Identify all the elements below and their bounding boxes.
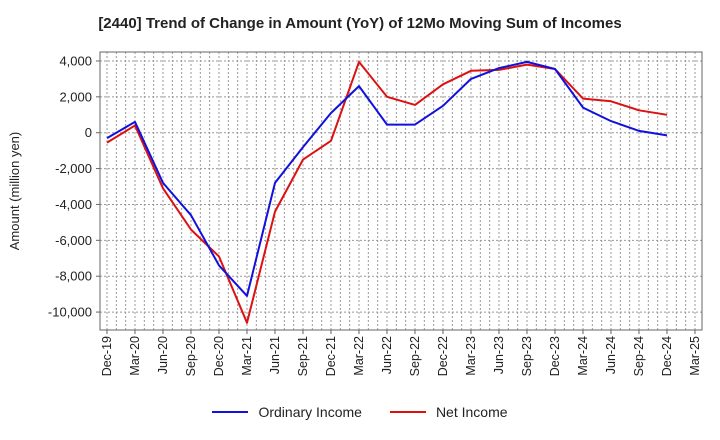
legend-label-net-income: Net Income bbox=[435, 404, 508, 420]
x-tick-label: Jun-23 bbox=[492, 336, 506, 374]
y-tick-label: -8,000 bbox=[55, 269, 92, 284]
legend-item-ordinary-income: Ordinary Income bbox=[212, 404, 362, 420]
y-tick-label: 0 bbox=[85, 125, 92, 140]
x-tick-label: Jun-21 bbox=[268, 336, 282, 374]
x-tick-label: Jun-22 bbox=[380, 336, 394, 374]
y-axis: 4,000 2,000 0 -2,000 -4,000 -6,000 -8,000 -10,0… bbox=[48, 53, 100, 320]
x-tick-label: Mar-20 bbox=[128, 336, 142, 376]
y-tick-label: -6,000 bbox=[55, 233, 92, 248]
y-tick-label: -2,000 bbox=[55, 161, 92, 176]
y-tick-label: 2,000 bbox=[59, 89, 92, 104]
x-tick-label: Sep-22 bbox=[408, 336, 422, 376]
x-tick-label: Jun-24 bbox=[604, 336, 618, 374]
legend-swatch-net-income bbox=[389, 411, 426, 413]
grid bbox=[100, 52, 702, 330]
x-tick-label: Dec-20 bbox=[212, 336, 226, 376]
legend: Ordinary Income Net Income bbox=[0, 404, 720, 420]
y-tick-label: -10,000 bbox=[48, 305, 92, 320]
series bbox=[106, 60, 668, 324]
x-tick-label: Mar-23 bbox=[464, 336, 478, 376]
x-tick-label: Sep-21 bbox=[296, 336, 310, 376]
chart-title: [2440] Trend of Change in Amount (YoY) o… bbox=[98, 15, 622, 32]
x-tick-label: Dec-23 bbox=[548, 336, 562, 376]
legend-label-ordinary-income: Ordinary Income bbox=[258, 404, 362, 420]
x-tick-label: Dec-19 bbox=[100, 336, 114, 376]
x-tick-label: Sep-24 bbox=[632, 336, 646, 376]
x-tick-label: Dec-22 bbox=[436, 336, 450, 376]
x-tick-label: Sep-20 bbox=[184, 336, 198, 376]
x-tick-label: Mar-25 bbox=[688, 336, 702, 376]
y-tick-label: -4,000 bbox=[55, 197, 92, 212]
x-tick-label: Mar-24 bbox=[576, 336, 590, 376]
x-tick-label: Sep-23 bbox=[520, 336, 534, 376]
legend-item-net-income: Net Income bbox=[389, 404, 508, 420]
series-line-net-income bbox=[106, 60, 668, 324]
x-tick-label: Mar-22 bbox=[352, 336, 366, 376]
legend-swatch-ordinary-income bbox=[212, 411, 249, 413]
plot-area bbox=[99, 51, 703, 331]
x-tick-label: Jun-20 bbox=[156, 336, 170, 374]
series-line-ordinary-income bbox=[106, 60, 668, 297]
y-tick-label: 4,000 bbox=[59, 53, 92, 68]
y-axis-label: Amount (million yen) bbox=[7, 132, 22, 251]
x-tick-label: Mar-21 bbox=[240, 336, 254, 376]
x-tick-label: Dec-21 bbox=[324, 336, 338, 376]
x-axis: Dec-19 Mar-20 Jun-20 Sep-20 Dec-20 Mar-21 Jun-… bbox=[100, 330, 702, 376]
x-tick-label: Dec-24 bbox=[660, 336, 674, 376]
